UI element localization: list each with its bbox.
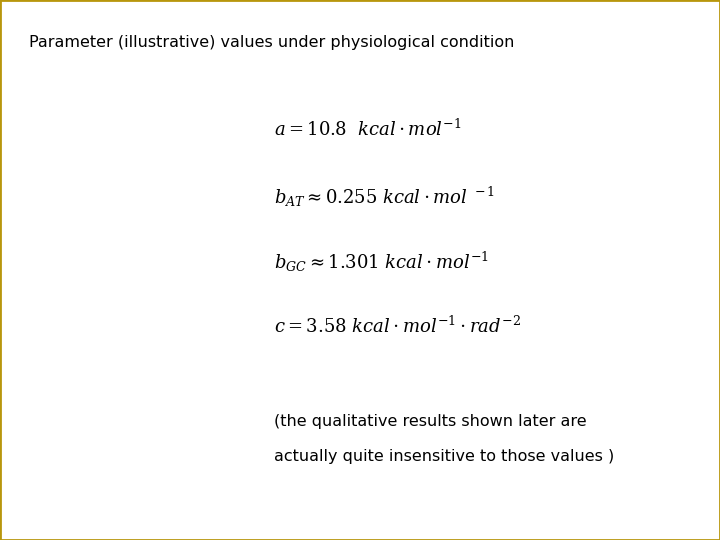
Text: $b_{AT} \approx 0.255 \ kcal \cdot mol^{\ -1}$: $b_{AT} \approx 0.255 \ kcal \cdot mol^{… [274, 185, 495, 209]
Text: (the qualitative results shown later are: (the qualitative results shown later are [274, 414, 586, 429]
Text: $c = 3.58 \ kcal \cdot mol^{-1} \cdot rad^{-2}$: $c = 3.58 \ kcal \cdot mol^{-1} \cdot ra… [274, 316, 521, 338]
Text: Parameter (illustrative) values under physiological condition: Parameter (illustrative) values under ph… [29, 35, 514, 50]
Text: actually quite insensitive to those values ): actually quite insensitive to those valu… [274, 449, 614, 464]
Text: $a = 10.8 \ \ kcal \cdot mol^{-1}$: $a = 10.8 \ \ kcal \cdot mol^{-1}$ [274, 119, 462, 140]
Text: $b_{GC} \approx 1.301 \ kcal \cdot mol^{-1}$: $b_{GC} \approx 1.301 \ kcal \cdot mol^{… [274, 250, 489, 274]
